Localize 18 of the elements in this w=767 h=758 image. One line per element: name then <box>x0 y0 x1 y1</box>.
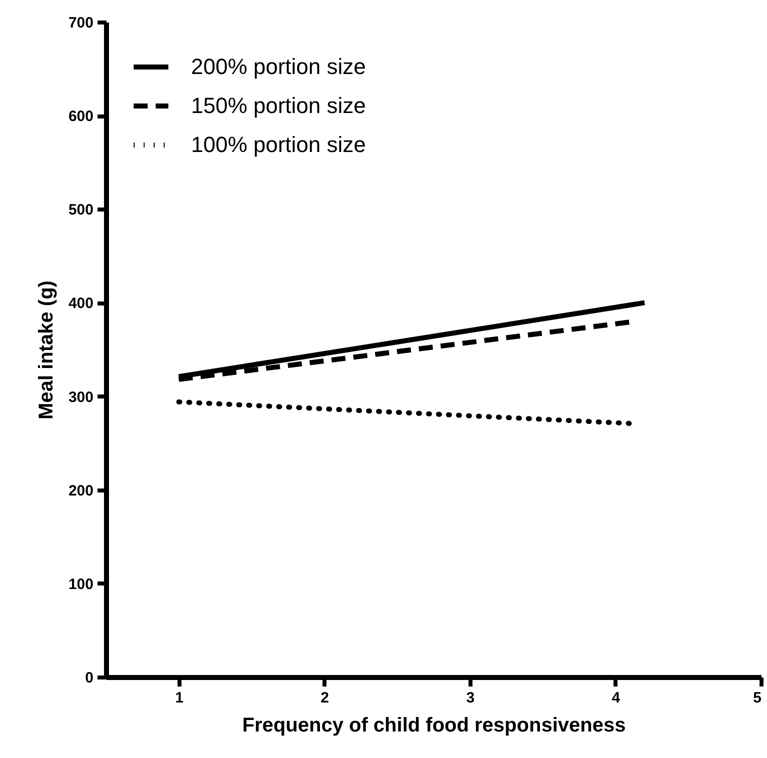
x-tick-label: 1 <box>175 690 184 706</box>
y-tick-label: 700 <box>68 14 94 32</box>
x-tick-label: 3 <box>466 690 475 706</box>
y-tick-label: 200 <box>68 482 94 500</box>
y-tick-label: 500 <box>68 202 94 219</box>
y-tick-label: 600 <box>68 108 94 126</box>
x-tick-label: 5 <box>753 690 762 706</box>
legend-label: 200% portion size <box>191 54 366 79</box>
legend-label: 150% portion size <box>191 93 366 118</box>
legend-label: 100% portion size <box>191 132 366 157</box>
x-tick-label: 4 <box>612 690 621 706</box>
y-tick-label: 0 <box>85 670 94 686</box>
y-tick-label: 300 <box>68 388 94 406</box>
y-axis-title: Meal intake (g) <box>35 280 58 420</box>
x-axis-title: Frequency of child food responsiveness <box>242 714 626 736</box>
y-tick-label: 100 <box>68 576 94 593</box>
x-tick-label: 2 <box>320 690 330 706</box>
y-tick-label: 400 <box>68 295 94 312</box>
